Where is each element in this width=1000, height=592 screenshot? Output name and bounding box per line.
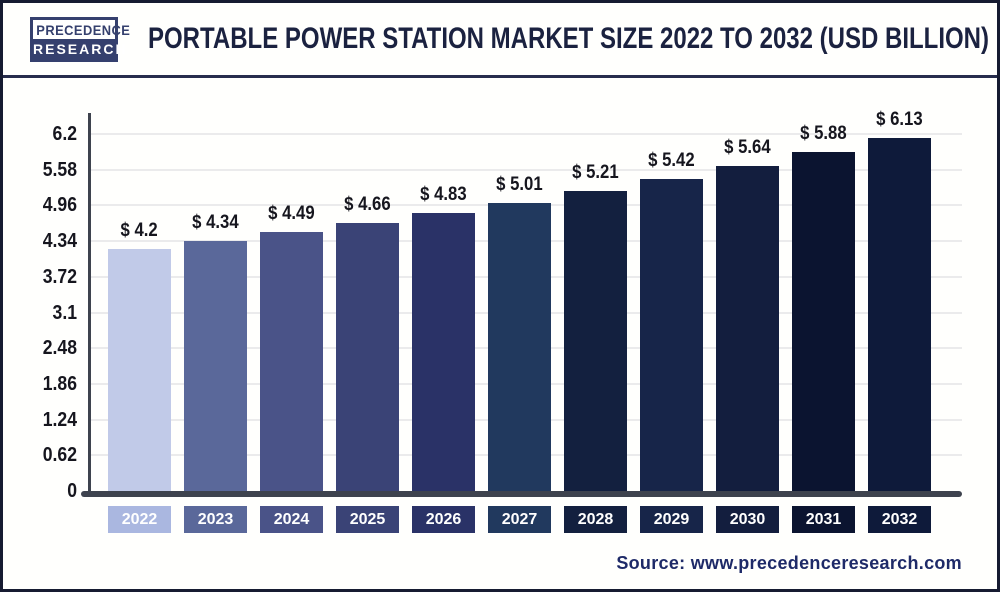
bar-value-label: $ 6.13	[876, 109, 923, 130]
bar-2032	[868, 138, 931, 491]
bar-column-2027: $ 5.01	[488, 174, 551, 491]
bar-value-label: $ 5.01	[496, 174, 543, 195]
bar-value-label: $ 5.64	[724, 137, 771, 158]
y-tick-label: 4.34	[42, 230, 77, 253]
bar-column-2028: $ 5.21	[564, 162, 627, 491]
logo-text-precedence: PRECEDENCE	[36, 19, 131, 39]
year-badge-2023: 2023	[184, 506, 247, 533]
x-axis-year-badges: 2022 2023 2024 2025 2026 2027 2028 2029 2030 2031…	[91, 506, 962, 533]
bar-column-2032: $ 6.13	[868, 109, 931, 491]
source-attribution: Source: www.precedenceresearch.com	[616, 553, 962, 573]
bar-2025	[336, 223, 399, 491]
bar-column-2025: $ 4.66	[336, 194, 399, 491]
bar-2030	[716, 166, 779, 491]
bar-column-2022: $ 4.2	[108, 220, 171, 491]
bar-value-label: $ 4.2	[120, 220, 159, 241]
gridline	[91, 168, 962, 171]
y-tick-label: 3.72	[42, 265, 77, 288]
x-axis-line	[81, 491, 962, 497]
year-badge-2028: 2028	[564, 506, 627, 533]
year-badge-2025: 2025	[336, 506, 399, 533]
bar-2022	[108, 249, 171, 491]
bar-2023	[184, 241, 247, 491]
bar-value-label: $ 4.83	[420, 184, 467, 205]
gridline	[91, 133, 962, 135]
bar-2027	[488, 203, 551, 491]
y-tick-label: 0.62	[42, 444, 77, 467]
y-tick-label: 6.2	[52, 123, 77, 145]
y-axis-line	[88, 113, 91, 494]
year-badge-2026: 2026	[412, 506, 475, 533]
bar-value-label: $ 5.21	[572, 162, 619, 183]
logo-text-research: RESEARCH	[33, 38, 128, 59]
year-badge-2027: 2027	[488, 506, 551, 533]
bar-column-2030: $ 5.64	[716, 137, 779, 491]
y-tick-label: 5.58	[42, 158, 77, 181]
y-tick-label: 1.86	[42, 372, 77, 395]
bar-2031	[792, 152, 855, 491]
year-badge-2030: 2030	[716, 506, 779, 533]
year-badge-2029: 2029	[640, 506, 703, 533]
bar-column-2031: $ 5.88	[792, 123, 855, 491]
bars-container: $ 4.2 $ 4.34 $ 4.49 $ 4.66 $ 4.83 $ 5.01 $ 5.2…	[91, 109, 962, 491]
bar-column-2026: $ 4.83	[412, 184, 475, 491]
y-tick-label: 4.96	[42, 194, 77, 217]
bar-column-2029: $ 5.42	[640, 150, 703, 491]
bar-2029	[640, 179, 703, 491]
year-badge-2022: 2022	[108, 506, 171, 533]
y-tick-label: 0	[67, 480, 77, 502]
plot-area: $ 4.2 $ 4.34 $ 4.49 $ 4.66 $ 4.83 $ 5.01 $ 5.2…	[43, 109, 962, 502]
bar-2026	[412, 213, 475, 491]
bar-2024	[260, 232, 323, 491]
y-tick-label: 1.24	[42, 408, 77, 431]
bar-value-label: $ 4.66	[344, 194, 391, 215]
bar-column-2023: $ 4.34	[184, 212, 247, 491]
header: PRECEDENCE RESEARCH PORTABLE POWER STATI…	[3, 3, 997, 78]
bar-2028	[564, 191, 627, 491]
bar-value-label: $ 4.49	[268, 203, 315, 224]
bar-value-label: $ 4.34	[192, 212, 239, 233]
year-badge-2032: 2032	[868, 506, 931, 533]
bar-value-label: $ 5.42	[648, 150, 695, 171]
y-tick-label: 3.1	[52, 301, 77, 324]
chart-title: PORTABLE POWER STATION MARKET SIZE 2022 …	[148, 22, 989, 55]
bar-value-label: $ 5.88	[800, 123, 847, 144]
precedence-research-logo: PRECEDENCE RESEARCH	[30, 16, 131, 62]
y-tick-label: 2.48	[42, 337, 77, 360]
year-badge-2024: 2024	[260, 506, 323, 533]
year-badge-2031: 2031	[792, 506, 855, 533]
bar-column-2024: $ 4.49	[260, 203, 323, 491]
